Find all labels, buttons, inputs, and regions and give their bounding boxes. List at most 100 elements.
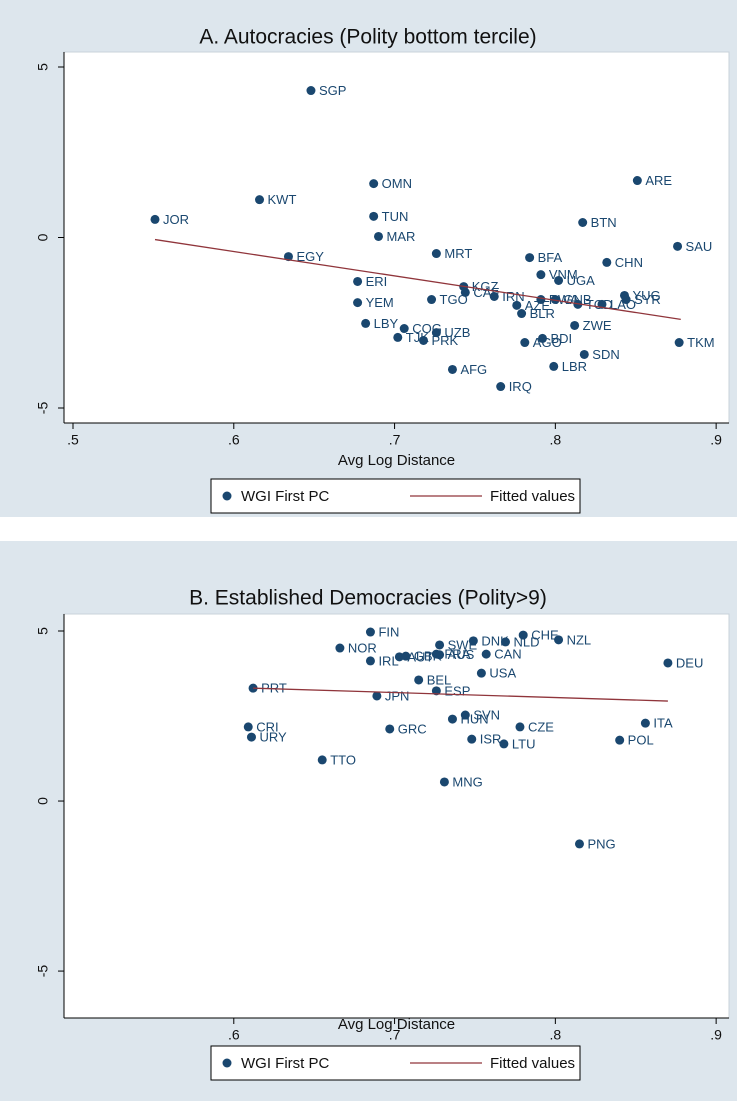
point bbox=[335, 643, 345, 653]
point bbox=[574, 839, 584, 849]
point-label: JPN bbox=[385, 688, 410, 703]
point bbox=[663, 658, 673, 668]
point bbox=[150, 214, 160, 224]
point bbox=[501, 637, 511, 647]
point-label: LBR bbox=[562, 359, 587, 374]
point bbox=[525, 253, 535, 263]
point-label: IRN bbox=[502, 289, 524, 304]
legend-box bbox=[210, 1045, 581, 1081]
point bbox=[353, 298, 363, 308]
point bbox=[373, 231, 383, 241]
point bbox=[570, 320, 580, 330]
fitted-line bbox=[154, 238, 681, 320]
point-label: BLR bbox=[530, 306, 555, 321]
point-label: TKM bbox=[687, 335, 714, 350]
point-label: AFG bbox=[460, 362, 487, 377]
point-label: GNB bbox=[563, 292, 591, 307]
point bbox=[674, 338, 684, 348]
point bbox=[476, 668, 486, 678]
point bbox=[369, 211, 379, 221]
point bbox=[578, 217, 588, 227]
point bbox=[246, 732, 256, 742]
x-tick-label: .8 bbox=[550, 1027, 562, 1043]
point-label: ESP bbox=[444, 683, 470, 698]
fitted-line bbox=[253, 687, 668, 702]
point bbox=[369, 179, 379, 189]
point-label: CZE bbox=[528, 719, 554, 734]
point bbox=[414, 675, 424, 685]
point-label: AUS bbox=[448, 647, 475, 662]
point-label: CHE bbox=[531, 628, 559, 643]
point-label: ERI bbox=[366, 274, 388, 289]
point bbox=[579, 349, 589, 359]
y-tick-label: 5 bbox=[35, 627, 51, 635]
point-label: SYR bbox=[634, 292, 661, 307]
point bbox=[517, 309, 527, 319]
point bbox=[549, 361, 559, 371]
x-axis-title: Avg Log Distance bbox=[338, 452, 455, 469]
point-label: ZWE bbox=[583, 318, 612, 333]
y-tick-label: -5 bbox=[35, 402, 51, 415]
point-label: CAN bbox=[494, 647, 521, 662]
point-label: AUT bbox=[407, 649, 433, 664]
point-label: BTN bbox=[591, 215, 617, 230]
point-label: JOR bbox=[163, 212, 189, 227]
point bbox=[447, 714, 457, 724]
point bbox=[427, 295, 437, 305]
point-label: MAR bbox=[386, 229, 415, 244]
point bbox=[615, 735, 625, 745]
point bbox=[512, 300, 522, 310]
x-tick-label: .9 bbox=[710, 1027, 722, 1043]
point bbox=[602, 257, 612, 267]
x-tick-label: .8 bbox=[550, 432, 562, 448]
plot-area bbox=[63, 613, 730, 1019]
point-label: UGA bbox=[567, 273, 596, 288]
point bbox=[468, 636, 478, 646]
point-label: IRL bbox=[378, 653, 398, 668]
point bbox=[467, 734, 477, 744]
point bbox=[640, 718, 650, 728]
point-label: MNG bbox=[452, 774, 482, 789]
point-label: MRT bbox=[444, 246, 472, 261]
point bbox=[632, 176, 642, 186]
point-label: FRA bbox=[444, 647, 470, 662]
point bbox=[536, 270, 546, 280]
point bbox=[243, 722, 253, 732]
point-label: CRI bbox=[256, 719, 278, 734]
point bbox=[435, 650, 445, 660]
point-label: SDN bbox=[592, 347, 619, 362]
point bbox=[447, 364, 457, 374]
point-label: LBY bbox=[374, 316, 399, 331]
point-label: BDI bbox=[550, 331, 572, 346]
x-tick-label: .7 bbox=[389, 432, 401, 448]
point-label: KWT bbox=[268, 192, 297, 207]
point bbox=[536, 295, 546, 305]
point bbox=[621, 295, 631, 305]
point-label: SGP bbox=[319, 83, 346, 98]
point bbox=[515, 722, 525, 732]
point bbox=[673, 241, 683, 251]
point-label: EGY bbox=[296, 249, 324, 264]
point bbox=[439, 777, 449, 787]
point bbox=[365, 656, 375, 666]
y-tick-label: 5 bbox=[35, 63, 51, 71]
point bbox=[499, 739, 509, 749]
point-label: IRQ bbox=[509, 379, 532, 394]
point bbox=[460, 287, 470, 297]
point bbox=[393, 332, 403, 342]
point-label: NZL bbox=[567, 632, 592, 647]
point bbox=[399, 324, 409, 334]
point bbox=[385, 724, 395, 734]
point-label: PRT bbox=[261, 681, 287, 696]
point-label: YUG bbox=[632, 288, 660, 303]
plot-area bbox=[63, 51, 730, 424]
point bbox=[365, 627, 375, 637]
point-label: POL bbox=[628, 733, 654, 748]
point-label: LTU bbox=[512, 736, 536, 751]
point-label: ARE bbox=[645, 173, 672, 188]
chart-title: B. Established Democracies (Polity>9) bbox=[189, 587, 547, 610]
y-tick-label: 0 bbox=[35, 797, 51, 805]
legend-label: Fitted values bbox=[490, 1055, 575, 1072]
